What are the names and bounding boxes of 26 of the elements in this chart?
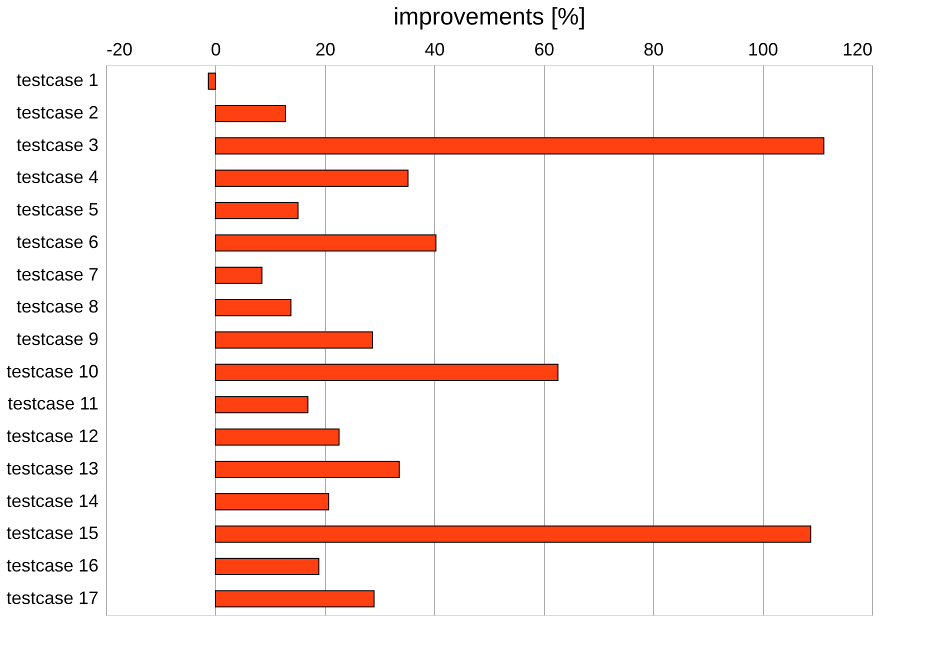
y-tick-label: testcase 7 <box>16 264 98 284</box>
y-tick-label: testcase 5 <box>16 200 98 220</box>
y-tick-label: testcase 14 <box>6 490 98 511</box>
x-tick-label: 100 <box>748 40 778 60</box>
x-tick-label: -20 <box>106 40 133 60</box>
y-tick-label: testcase 11 <box>8 394 98 414</box>
y-tick-label: testcase 4 <box>16 167 98 188</box>
y-tick-label: testcase 15 <box>6 523 98 544</box>
x-tick-label: 80 <box>644 40 664 60</box>
y-tick-label: testcase 17 <box>6 588 98 608</box>
y-tick-label: testcase 1 <box>16 70 98 90</box>
y-tick-label: testcase 10 <box>6 361 98 382</box>
y-tick-label: testcase 9 <box>16 329 98 349</box>
y-tick-label: testcase 6 <box>16 232 98 252</box>
x-tick-label: 40 <box>424 40 445 60</box>
y-tick-label: testcase 16 <box>6 555 98 576</box>
x-axis-title: improvements [%] <box>393 4 586 30</box>
y-tick-label: testcase 8 <box>16 296 98 317</box>
y-tick-label: testcase 12 <box>6 426 98 446</box>
y-tick-label: testcase 2 <box>16 102 98 123</box>
y-tick-label: testcase 13 <box>6 458 98 478</box>
x-tick-label: 0 <box>210 40 221 60</box>
x-tick-label: 120 <box>842 40 872 60</box>
y-tick-label: testcase 3 <box>16 134 98 155</box>
x-tick-label: 60 <box>534 40 554 60</box>
x-tick-label: 20 <box>315 40 336 60</box>
